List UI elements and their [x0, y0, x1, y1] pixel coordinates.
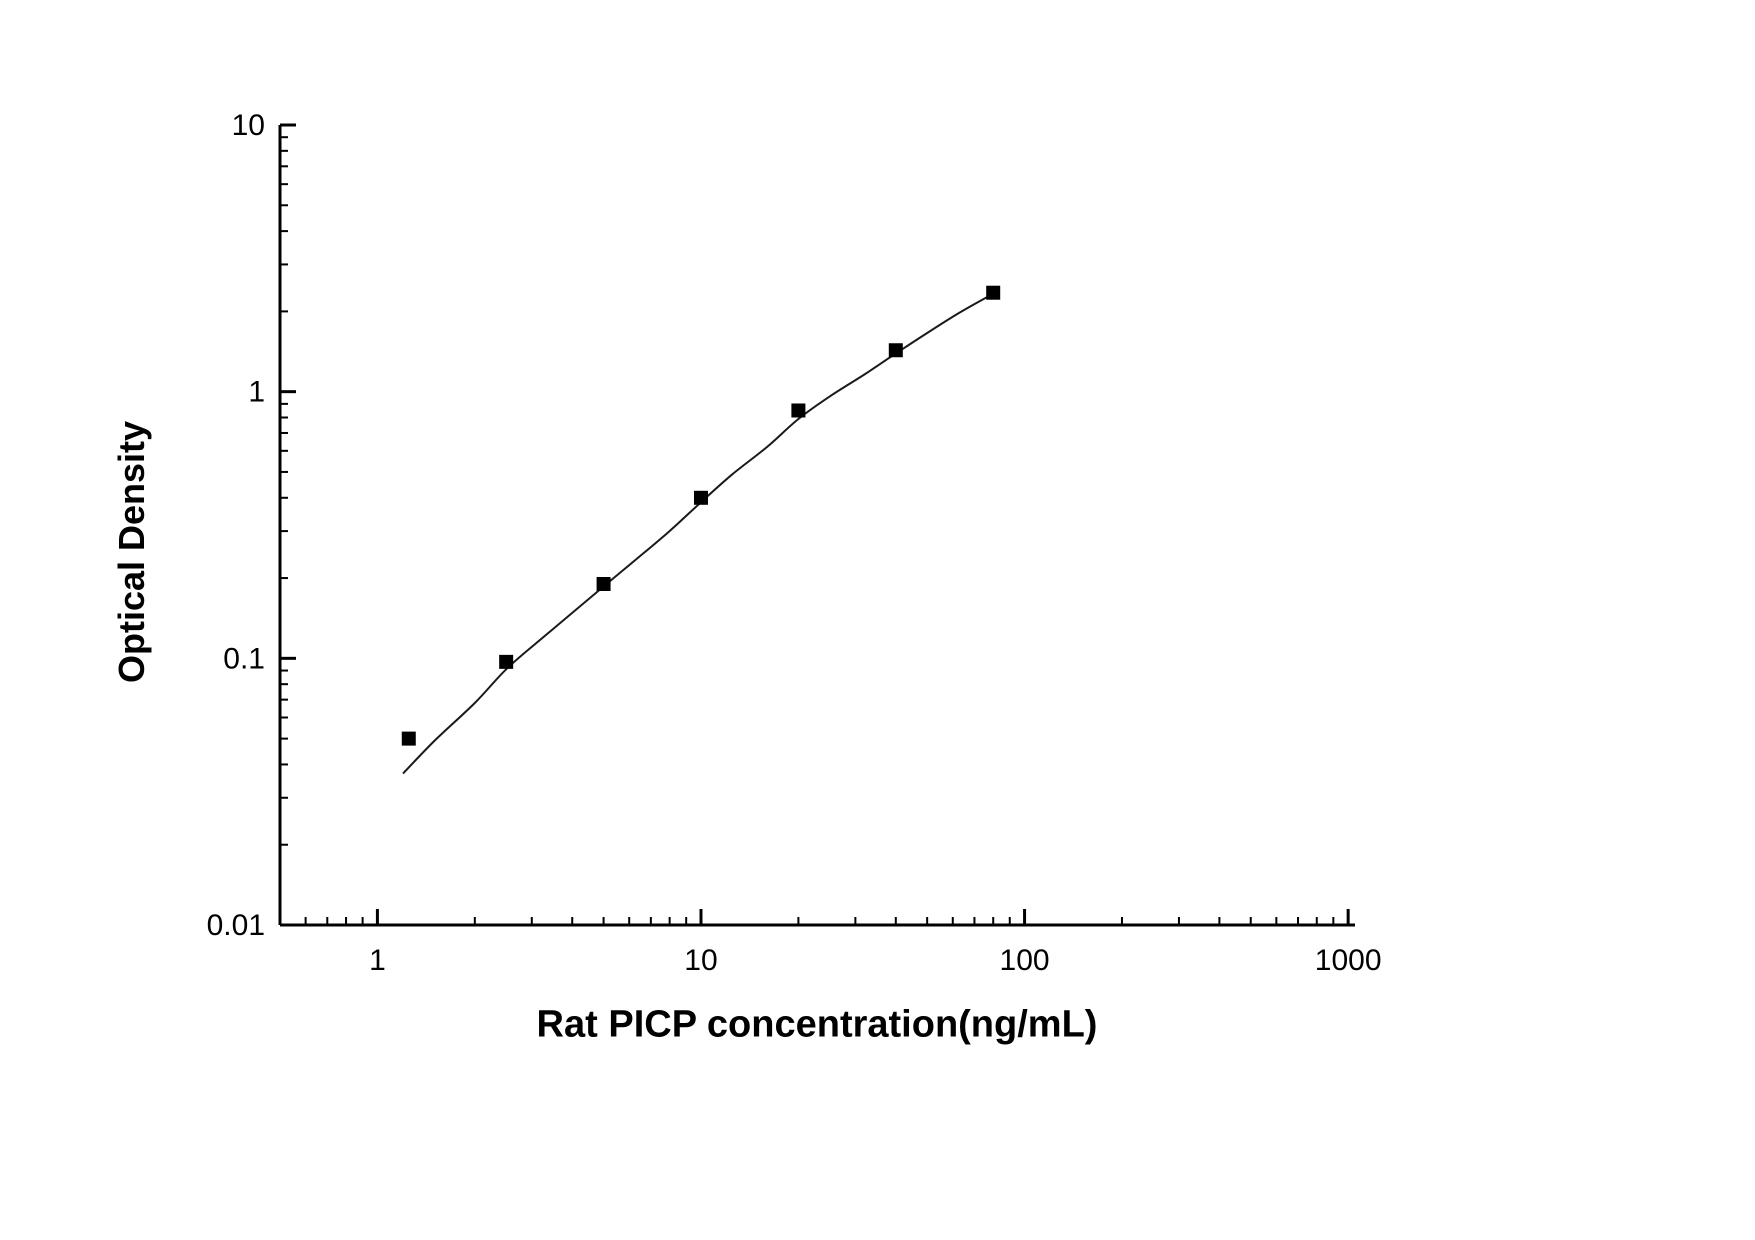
y-tick-label: 0.01 [207, 909, 265, 942]
y-tick-label: 0.1 [223, 642, 265, 675]
x-tick-label: 1 [369, 944, 386, 977]
data-point [499, 654, 514, 669]
x-axis-ticks: 1 10 100 1000 [279, 909, 1382, 977]
axes [278, 125, 1355, 927]
data-point [596, 576, 611, 591]
x-axis-title: Rat PICP concentration(ng/mL) [536, 1003, 1098, 1046]
fit-curve-group [402, 292, 994, 775]
y-axis-ticks: 0.01 0.1 1 10 [207, 109, 296, 942]
data-point [401, 731, 416, 746]
fit-curve [402, 292, 994, 775]
x-tick-label: 10 [684, 944, 717, 977]
data-point [888, 343, 903, 358]
data-point [986, 285, 1001, 300]
y-axis-title: Optical Density [111, 420, 152, 684]
data-point [791, 403, 806, 418]
data-points [401, 285, 1001, 746]
y-tick-label: 1 [248, 376, 265, 409]
y-tick-label: 10 [232, 109, 265, 142]
x-tick-label: 1000 [1315, 944, 1382, 977]
x-tick-label: 100 [1000, 944, 1050, 977]
data-point [693, 490, 708, 505]
